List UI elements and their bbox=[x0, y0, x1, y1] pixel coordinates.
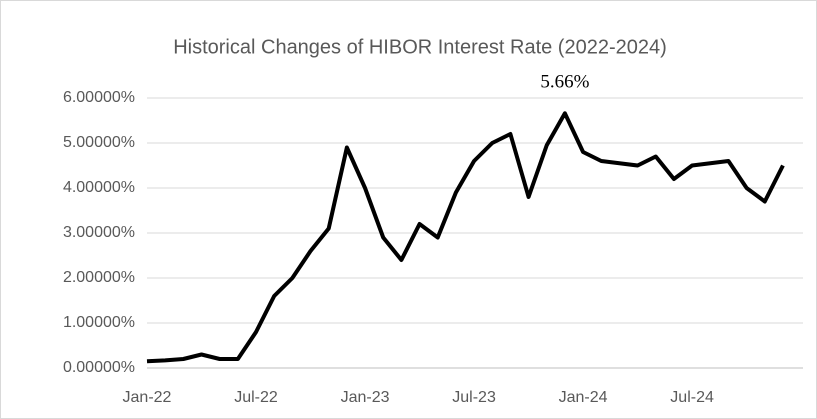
y-tick-label: 4.00000% bbox=[63, 179, 135, 196]
y-tick-label: 2.00000% bbox=[63, 269, 135, 286]
annotation: 5.66% bbox=[540, 72, 589, 93]
y-tick-label: 6.00000% bbox=[63, 89, 135, 106]
data-line bbox=[146, 111, 785, 364]
chart-title: Historical Changes of HIBOR Interest Rat… bbox=[173, 36, 667, 58]
y-tick-label: 0.00000% bbox=[63, 359, 135, 376]
x-tick-label: Jan-22 bbox=[123, 389, 172, 406]
x-tick-label: Jan-24 bbox=[559, 389, 608, 406]
y-tick-label: 1.00000% bbox=[63, 314, 135, 331]
x-tick-label: Jul-23 bbox=[452, 389, 496, 406]
y-tick-label: 3.00000% bbox=[63, 224, 135, 241]
x-tick-label: Jul-24 bbox=[670, 389, 714, 406]
x-tick-label: Jan-23 bbox=[341, 389, 390, 406]
y-tick-label: 5.00000% bbox=[63, 134, 135, 151]
x-tick-label: Jul-22 bbox=[234, 389, 278, 406]
